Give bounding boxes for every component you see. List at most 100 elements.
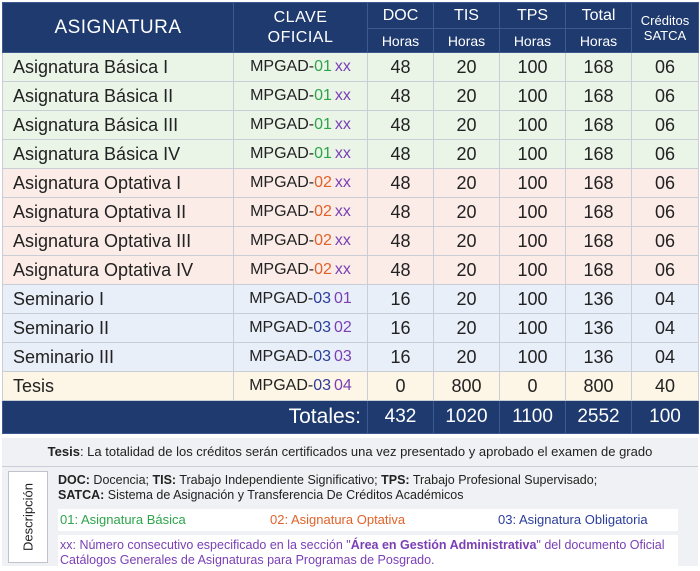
code-suffix: 04 [334,377,352,394]
official-code: MPGAD-03 02 [233,313,368,343]
cell-total: 136 [565,342,632,372]
code-suffix: xx [334,87,351,104]
cell-tis: 20 [433,197,500,227]
table-row: Asignatura Optativa I MPGAD-02 xx 48 20 100 16… [2,168,699,198]
totals-creditos: 100 [631,400,699,434]
cell-tps: 0 [499,371,566,401]
subject-name: Seminario I [2,284,234,314]
code-prefix: MPGAD- [250,232,315,249]
cell-total: 136 [565,284,632,314]
code-prefix: MPGAD- [249,348,314,365]
header-creditos: Créditos SATCA [631,2,699,53]
cell-tps: 100 [499,284,566,314]
cell-creditos: 06 [631,110,699,140]
official-code: MPGAD-02 xx [233,255,368,285]
abbrev-line-1: DOC: Docencia; TIS: Trabajo Independient… [58,473,690,488]
header-clave-line1: CLAVE [273,8,328,26]
cell-doc: 16 [367,342,434,372]
code-suffix: xx [334,203,351,220]
cell-doc: 48 [367,255,434,285]
table-row: Tesis MPGAD-03 04 0 800 0 800 40 [2,371,699,401]
header-asignatura: ASIGNATURA [2,2,234,53]
code-prefix: MPGAD- [250,174,315,191]
code-prefix: MPGAD- [250,261,315,278]
header-doc: DOC [367,2,434,29]
code-prefix: MPGAD- [249,319,314,336]
cell-tps: 100 [499,313,566,343]
legend-obligatoria: 03: Asignatura Obligatoria [498,512,648,527]
cell-tis: 20 [433,342,500,372]
official-code: MPGAD-01 xx [233,81,368,111]
code-group: 02 [314,232,332,249]
code-suffix: xx [334,232,351,249]
table-row: Asignatura Básica II MPGAD-01 xx 48 20 100 168… [2,81,699,111]
code-suffix: 02 [334,319,352,336]
header-total: Total [565,2,632,29]
header-creditos-line1: Créditos [640,12,690,28]
code-prefix: MPGAD- [250,58,315,75]
subject-name: Tesis [2,371,234,401]
subject-name: Seminario II [2,313,234,343]
subject-name: Asignatura Optativa I [2,168,234,198]
header-doc-horas: Horas [367,28,434,53]
abbr-tps: TPS: [381,473,410,487]
cell-doc: 16 [367,313,434,343]
subject-name: Asignatura Básica II [2,81,234,111]
cell-tis: 20 [433,110,500,140]
tesis-note-label: Tesis [47,444,80,459]
totals-doc: 432 [367,400,434,434]
official-code: MPGAD-02 xx [233,168,368,198]
code-suffix: xx [334,58,351,75]
subject-name: Asignatura Optativa II [2,197,234,227]
totals-label: Totales: [2,400,368,434]
cell-tis: 20 [433,284,500,314]
table-row: Asignatura Básica III MPGAD-01 xx 48 20 100 16… [2,110,699,140]
cell-total: 168 [565,110,632,140]
abbr-tps-text: Trabajo Profesional Supervisado; [409,473,598,487]
header-creditos-line2: SATCA [643,27,687,43]
code-legend: 01: Asignatura Básica 02: Asignatura Opt… [58,509,678,531]
abbr-doc: DOC: [58,473,90,487]
cell-creditos: 04 [631,284,699,314]
code-suffix: xx [334,145,351,162]
totals-row: Totales: 432 1020 1100 2552 100 [2,400,699,434]
code-prefix: MPGAD- [250,87,315,104]
official-code: MPGAD-03 01 [233,284,368,314]
description-body: DOC: Docencia; TIS: Trabajo Independient… [58,473,690,571]
header-tps: TPS [499,2,566,29]
cell-doc: 48 [367,168,434,198]
table-row: Asignatura Optativa III MPGAD-02 xx 48 20 100… [2,226,699,256]
cell-creditos: 06 [631,197,699,227]
cell-creditos: 06 [631,168,699,198]
cell-creditos: 04 [631,313,699,343]
abbr-doc-text: Docencia; [89,473,153,487]
cell-doc: 48 [367,226,434,256]
code-group: 03 [313,377,331,394]
description-label: Descripción [20,483,36,551]
subject-name: Seminario III [2,342,234,372]
official-code: MPGAD-03 04 [233,371,368,401]
code-prefix: MPGAD- [250,145,315,162]
cell-creditos: 06 [631,226,699,256]
legend-basica: 01: Asignatura Básica [60,512,186,527]
cell-tis: 20 [433,168,500,198]
cell-doc: 48 [367,81,434,111]
xx-note-lead: xx: Número consecutivo especificado en l… [60,538,351,552]
code-prefix: MPGAD- [249,377,314,394]
official-code: MPGAD-01 xx [233,139,368,169]
cell-tps: 100 [499,81,566,111]
cell-tps: 100 [499,110,566,140]
official-code: MPGAD-03 03 [233,342,368,372]
header-tis: TIS [433,2,500,29]
official-code: MPGAD-02 xx [233,197,368,227]
code-prefix: MPGAD- [249,290,314,307]
code-group: 01 [314,116,332,133]
cell-total: 168 [565,168,632,198]
cell-doc: 16 [367,284,434,314]
code-group: 01 [314,145,332,162]
official-code: MPGAD-01 xx [233,110,368,140]
table-row: Asignatura Básica IV MPGAD-01 xx 48 20 100 168… [2,139,699,169]
cell-creditos: 06 [631,52,699,82]
cell-tis: 20 [433,139,500,169]
abbr-tis: TIS: [152,473,177,487]
